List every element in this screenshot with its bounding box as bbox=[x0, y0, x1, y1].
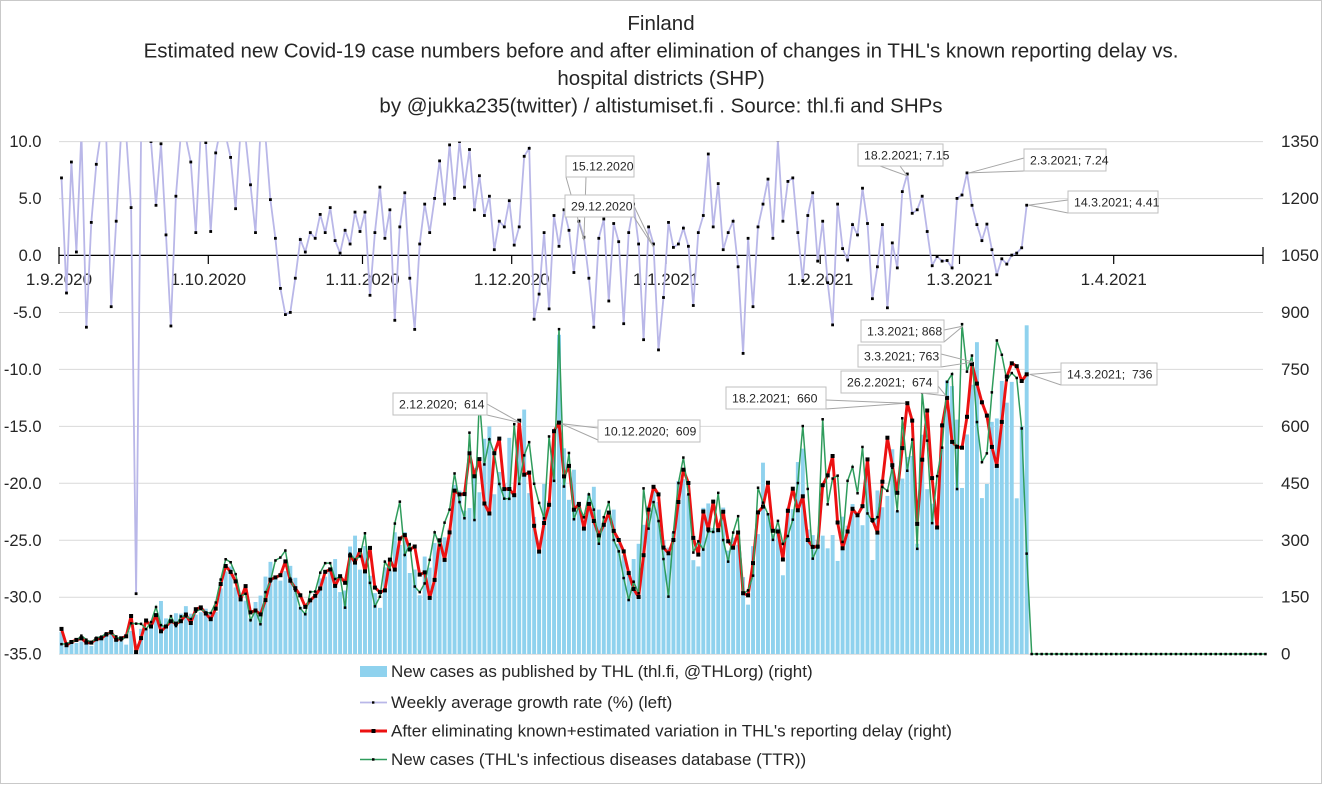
svg-text:-35.0: -35.0 bbox=[4, 646, 42, 664]
svg-text:1.10.2020: 1.10.2020 bbox=[170, 270, 246, 289]
svg-text:18.2.2021; 7.15: 18.2.2021; 7.15 bbox=[864, 149, 950, 163]
svg-text:1.4.2021: 1.4.2021 bbox=[1081, 270, 1147, 289]
svg-text:2.3.2021; 7.24: 2.3.2021; 7.24 bbox=[1030, 154, 1109, 168]
svg-text:New cases (THL's infectious di: New cases (THL's infectious diseases dat… bbox=[391, 750, 806, 769]
svg-text:600: 600 bbox=[1281, 417, 1309, 436]
svg-text:1200: 1200 bbox=[1281, 189, 1319, 208]
svg-text:26.2.2021; 674: 26.2.2021; 674 bbox=[847, 376, 933, 390]
svg-text:750: 750 bbox=[1281, 360, 1309, 379]
svg-text:300: 300 bbox=[1281, 531, 1309, 550]
svg-text:14.3.2021; 736: 14.3.2021; 736 bbox=[1067, 368, 1153, 382]
svg-text:1.12.2020: 1.12.2020 bbox=[474, 270, 550, 289]
svg-text:900: 900 bbox=[1281, 303, 1309, 322]
svg-text:150: 150 bbox=[1281, 588, 1309, 607]
svg-text:1350: 1350 bbox=[1281, 132, 1319, 151]
svg-text:-30.0: -30.0 bbox=[4, 589, 42, 607]
svg-text:Weekly average growth rate (%): Weekly average growth rate (%) (left) bbox=[391, 693, 672, 712]
svg-text:hospital districts (SHP): hospital districts (SHP) bbox=[557, 67, 764, 90]
svg-text:15.12.2020: 15.12.2020 bbox=[572, 160, 634, 174]
svg-text:10.0: 10.0 bbox=[9, 133, 41, 151]
svg-text:Estimated new Covid-19 case nu: Estimated new Covid-19 case numbers befo… bbox=[144, 40, 1179, 63]
svg-text:1.1.2021: 1.1.2021 bbox=[633, 270, 699, 289]
svg-text:14.3.2021; 4.41: 14.3.2021; 4.41 bbox=[1074, 196, 1160, 210]
svg-text:1.9.2020: 1.9.2020 bbox=[26, 270, 92, 289]
svg-text:New cases as published by THL: New cases as published by THL (thl.fi, @… bbox=[391, 662, 813, 681]
svg-text:by @jukka235(twitter) / altist: by @jukka235(twitter) / altistumiset.fi … bbox=[379, 95, 942, 118]
svg-text:0.0: 0.0 bbox=[19, 247, 42, 265]
svg-text:0: 0 bbox=[1281, 645, 1290, 664]
svg-text:-15.0: -15.0 bbox=[4, 418, 42, 436]
svg-text:1050: 1050 bbox=[1281, 246, 1319, 265]
svg-text:1.2.2021: 1.2.2021 bbox=[787, 270, 853, 289]
svg-text:-5.0: -5.0 bbox=[13, 304, 41, 322]
svg-text:18.2.2021; 660: 18.2.2021; 660 bbox=[732, 392, 818, 406]
svg-text:1.3.2021; 868: 1.3.2021; 868 bbox=[867, 325, 942, 339]
svg-text:After eliminating known+estima: After eliminating known+estimated variat… bbox=[391, 722, 952, 741]
svg-text:10.12.2020; 609: 10.12.2020; 609 bbox=[604, 425, 696, 439]
svg-text:2.12.2020; 614: 2.12.2020; 614 bbox=[399, 398, 485, 412]
svg-text:29.12.2020: 29.12.2020 bbox=[571, 200, 633, 214]
svg-text:450: 450 bbox=[1281, 474, 1309, 493]
svg-text:-25.0: -25.0 bbox=[4, 532, 42, 550]
svg-text:1.3.2021: 1.3.2021 bbox=[926, 270, 992, 289]
svg-text:3.3.2021; 763: 3.3.2021; 763 bbox=[864, 350, 939, 364]
svg-text:-20.0: -20.0 bbox=[4, 475, 42, 493]
svg-text:-10.0: -10.0 bbox=[4, 361, 42, 379]
svg-text:1.11.2020: 1.11.2020 bbox=[325, 270, 399, 289]
svg-text:5.0: 5.0 bbox=[19, 190, 42, 208]
svg-text:Finland: Finland bbox=[627, 12, 694, 35]
